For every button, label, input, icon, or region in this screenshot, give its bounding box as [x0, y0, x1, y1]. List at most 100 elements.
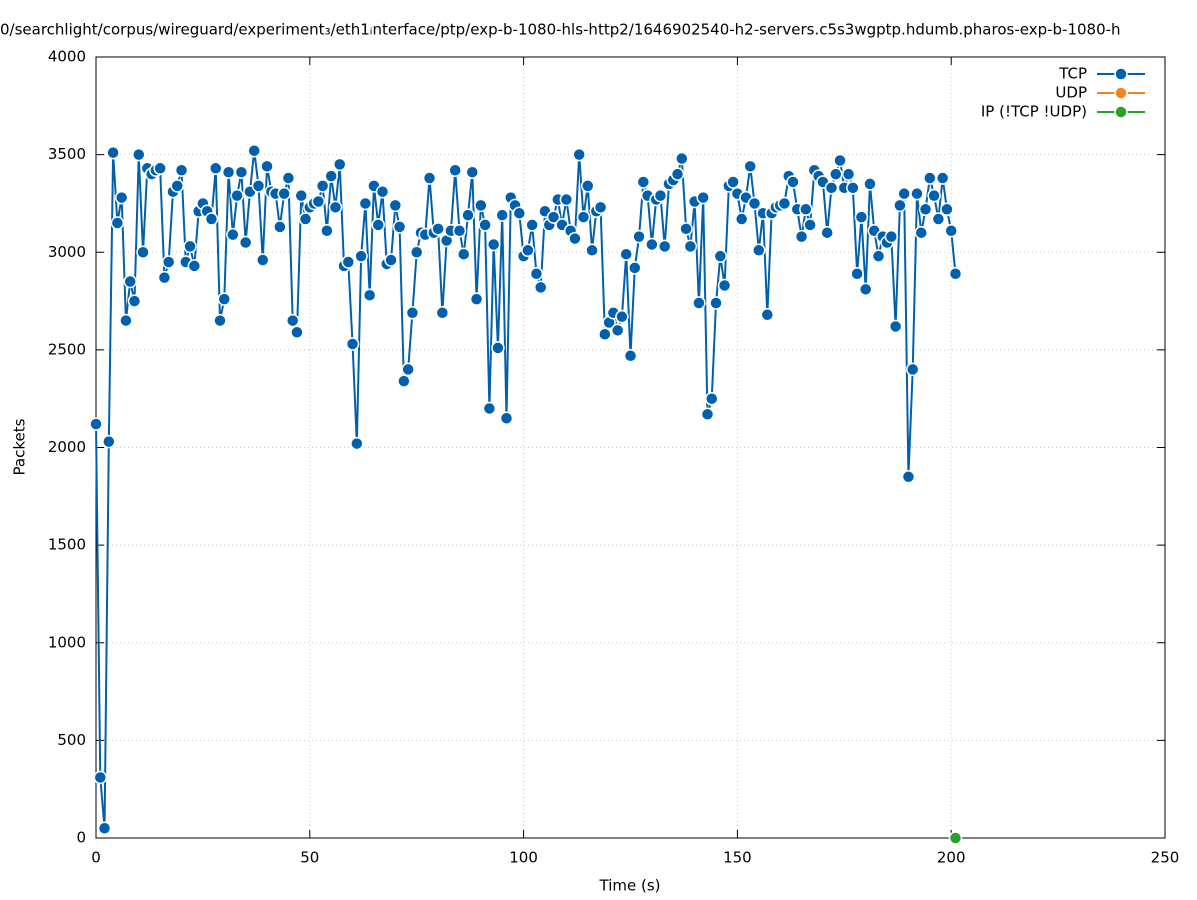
data-point	[897, 186, 911, 201]
legend-marker	[1114, 67, 1128, 81]
data-point	[456, 247, 471, 261]
y-tick-label: 1500	[48, 536, 86, 554]
data-point	[636, 175, 651, 189]
data-point	[273, 220, 287, 234]
data-point	[846, 181, 860, 195]
data-point	[174, 163, 189, 177]
legend-label: TCP	[1058, 65, 1087, 83]
data-point	[332, 157, 347, 172]
data-point	[568, 231, 582, 246]
data-point	[619, 247, 633, 261]
data-point	[217, 292, 232, 306]
data-point	[110, 216, 125, 230]
data-point	[204, 212, 219, 226]
y-tick-label: 3500	[48, 145, 86, 163]
data-point	[294, 188, 308, 203]
data-point	[799, 202, 813, 217]
data-point	[97, 821, 112, 835]
data-point	[529, 266, 544, 281]
data-point	[820, 225, 834, 240]
data-point	[743, 159, 757, 174]
data-point	[572, 147, 586, 162]
data-point	[435, 306, 450, 320]
data-point	[871, 249, 886, 263]
data-point	[448, 163, 462, 177]
data-point	[285, 313, 300, 328]
data-point	[230, 188, 244, 203]
data-point	[153, 161, 167, 176]
data-point	[610, 323, 625, 338]
data-point	[914, 225, 929, 240]
data-point	[221, 165, 236, 179]
data-point	[521, 243, 535, 258]
data-point	[910, 186, 924, 201]
data-point	[931, 212, 946, 226]
data-point	[670, 167, 685, 181]
data-point	[324, 169, 338, 183]
chart-title: 0/searchlight/corpus/wireguard/experimen…	[0, 21, 1121, 39]
data-point	[482, 401, 497, 416]
y-tick-label: 0	[76, 829, 86, 847]
data-point	[362, 288, 377, 302]
x-tick-label: 200	[937, 849, 966, 867]
x-tick-label: 250	[1151, 849, 1180, 867]
data-point	[102, 434, 116, 449]
data-point	[888, 319, 903, 334]
data-point	[89, 417, 103, 431]
data-point	[478, 218, 492, 232]
data-point	[491, 341, 505, 355]
y-tick-label: 500	[57, 731, 86, 749]
data-point	[311, 194, 326, 209]
legend-label: IP (!TCP !UDP)	[981, 103, 1087, 121]
data-point	[657, 239, 672, 254]
data-point	[405, 306, 420, 320]
data-point	[533, 280, 548, 295]
data-point	[114, 190, 129, 205]
data-point	[170, 179, 184, 193]
data-point	[388, 198, 403, 213]
data-point	[495, 208, 509, 222]
data-point	[358, 196, 373, 211]
data-point	[940, 202, 954, 217]
data-point	[828, 167, 843, 181]
data-point	[161, 255, 176, 269]
y-tick-label: 3000	[48, 243, 86, 261]
x-tick-label: 100	[509, 849, 538, 867]
data-point	[905, 362, 920, 377]
data-point	[734, 212, 749, 226]
data-point	[653, 188, 668, 203]
data-point	[431, 222, 445, 236]
data-point	[345, 337, 360, 351]
y-tick-label: 1000	[48, 633, 86, 651]
data-point	[884, 229, 899, 244]
data-point	[469, 292, 484, 306]
data-point	[645, 237, 659, 252]
x-tick-label: 150	[723, 849, 752, 867]
data-point	[277, 186, 291, 201]
data-point	[328, 200, 343, 215]
data-point	[315, 179, 330, 193]
data-point	[123, 274, 137, 289]
data-point	[350, 436, 364, 451]
data-point	[717, 278, 732, 293]
data-point	[786, 175, 800, 189]
data-point	[392, 220, 407, 234]
data-point	[841, 167, 856, 181]
data-point	[623, 348, 638, 363]
data-point	[260, 159, 274, 174]
data-point	[580, 179, 595, 193]
x-tick-label: 0	[91, 849, 101, 867]
data-point	[692, 296, 706, 310]
data-point	[576, 210, 591, 224]
data-point	[452, 224, 467, 238]
data-point	[559, 192, 574, 207]
data-point	[375, 184, 390, 199]
data-point	[251, 179, 266, 193]
data-point	[256, 253, 270, 267]
data-point	[226, 227, 240, 242]
data-point	[777, 196, 792, 211]
data-point	[760, 307, 775, 322]
data-point	[247, 143, 261, 158]
data-point	[183, 239, 197, 254]
